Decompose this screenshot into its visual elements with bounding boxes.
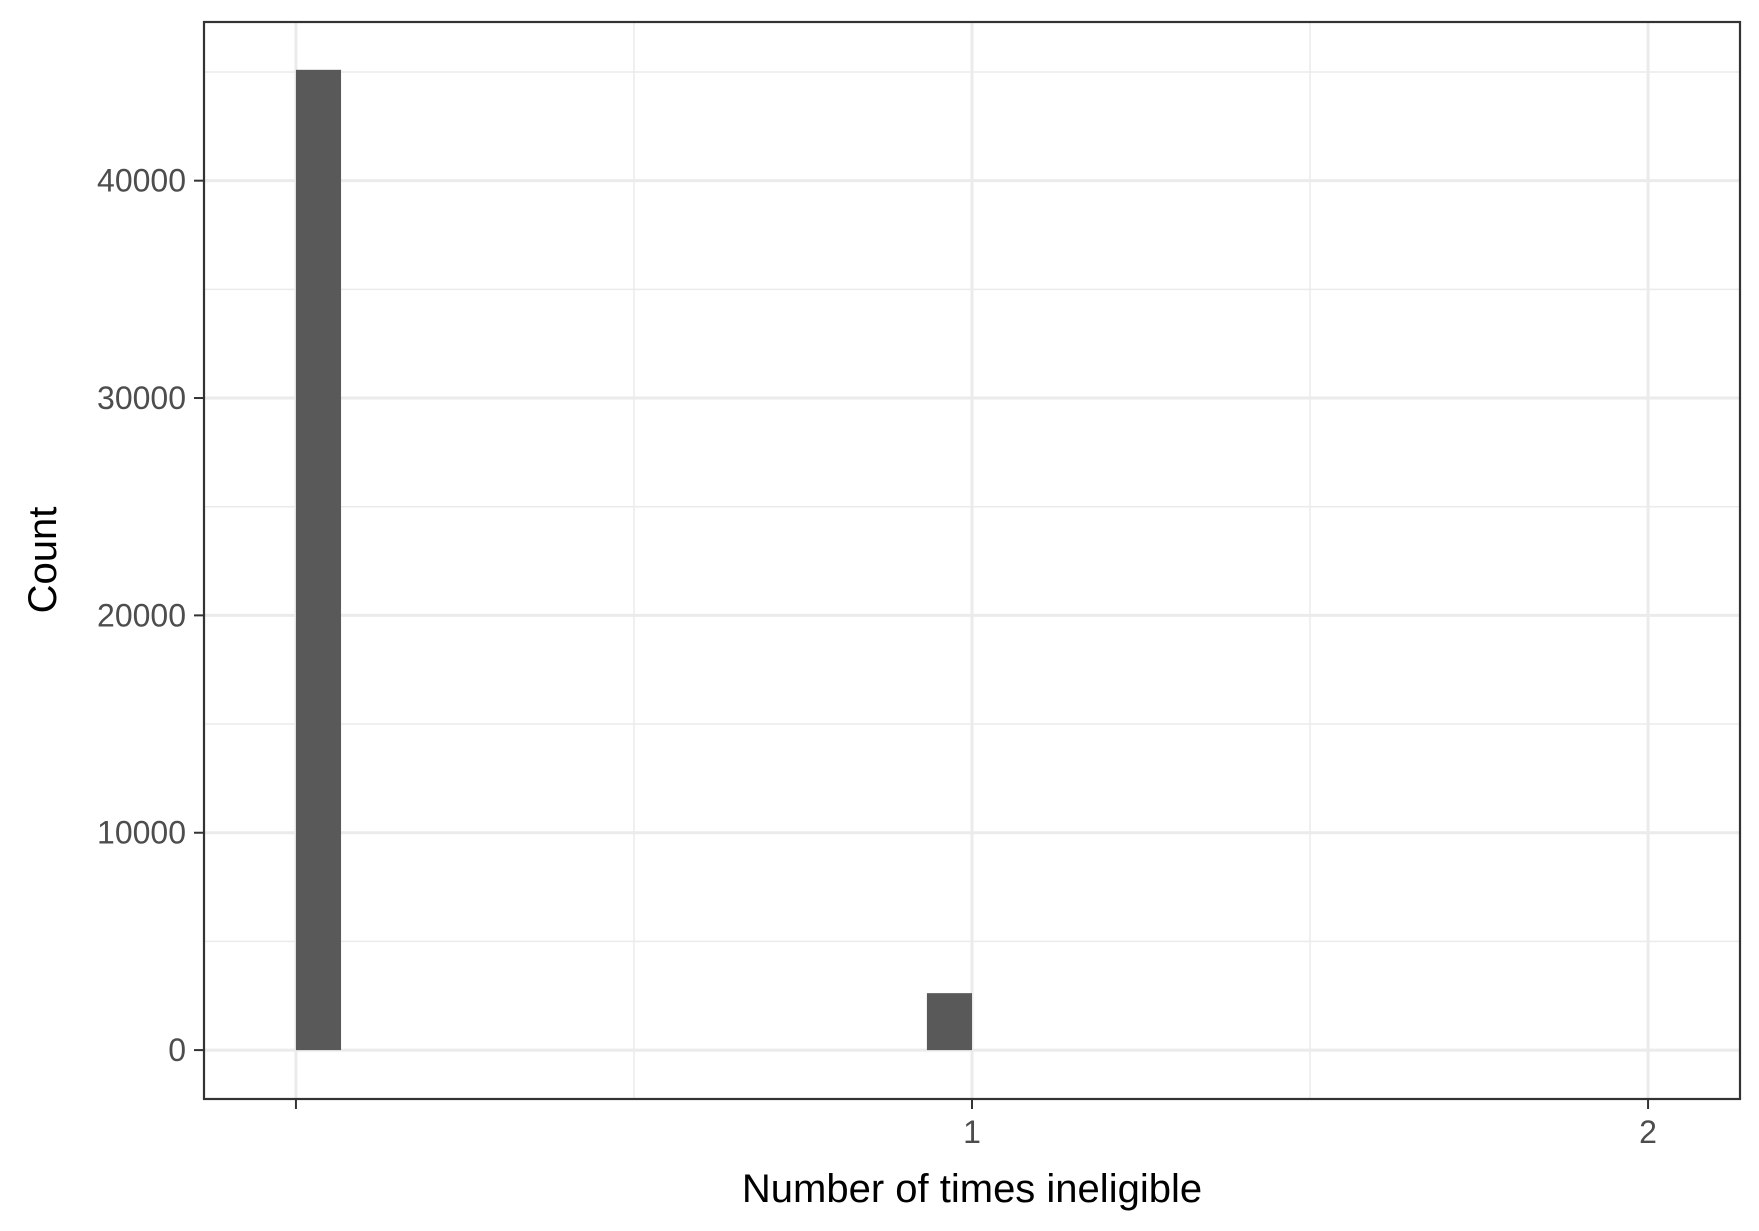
y-tick-label: 30000 xyxy=(97,380,186,416)
x-axis-title: Number of times ineligible xyxy=(742,1167,1202,1211)
x-tick-label: 1 xyxy=(963,1114,981,1150)
bar-1 xyxy=(926,993,972,1051)
y-axis-title: Count xyxy=(21,507,65,614)
y-tick-label: 20000 xyxy=(97,597,186,633)
y-axis: 0 10000 20000 30000 40000 xyxy=(97,163,204,1068)
major-gridlines xyxy=(204,22,1740,1099)
bar-0 xyxy=(295,69,342,1051)
bars xyxy=(295,69,972,1051)
y-tick-label: 0 xyxy=(168,1032,186,1068)
x-tick-label: 2 xyxy=(1639,1114,1657,1150)
y-tick-label: 40000 xyxy=(97,163,186,199)
y-tick-label: 10000 xyxy=(97,815,186,851)
